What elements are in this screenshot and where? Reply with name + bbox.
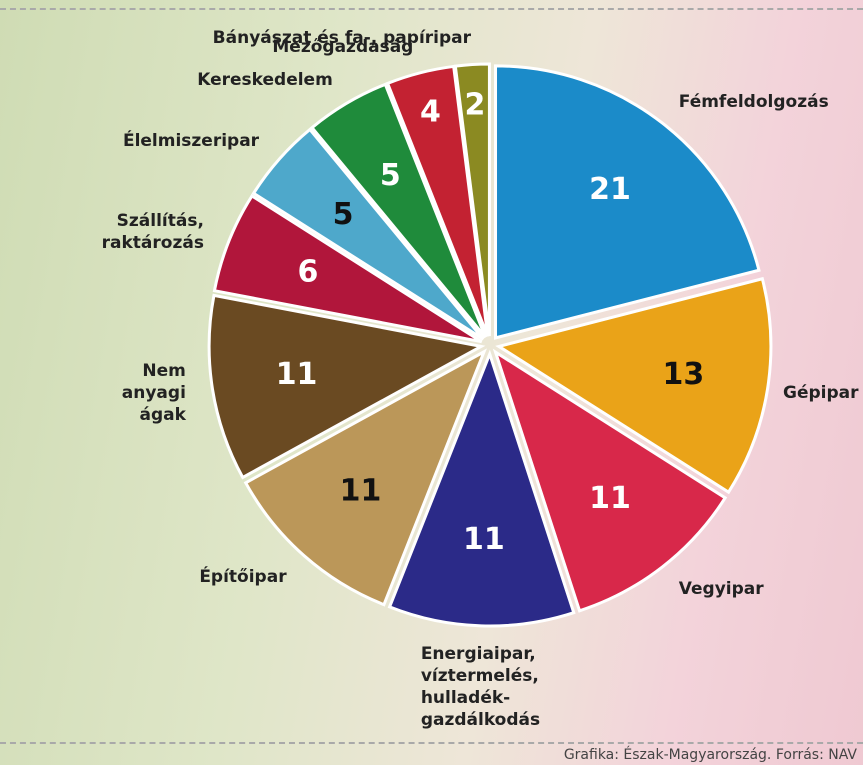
category-label: Élelmiszeripar <box>122 131 260 152</box>
value-label: 11 <box>340 473 382 508</box>
pie-slice <box>309 82 487 339</box>
category-label: Energiaipar, víztermelés, hulladék- gazd… <box>420 643 541 730</box>
pie-slice <box>251 127 485 341</box>
pie-slice <box>453 62 491 337</box>
value-label: 4 <box>420 95 441 130</box>
category-label: Építőipar <box>199 567 287 588</box>
pie-slice <box>495 276 773 495</box>
pie-slice <box>207 293 486 480</box>
pie-slice <box>492 348 728 613</box>
category-label: Szállítás, raktározás <box>101 210 204 253</box>
value-label: 5 <box>333 197 354 232</box>
category-label: Gépipar <box>783 383 859 404</box>
value-label: 11 <box>276 357 318 392</box>
pie-slice <box>494 64 761 340</box>
source-note: Grafika: Észak-Magyarország. Forrás: NAV <box>563 747 857 763</box>
category-label: Mezőgazdaság <box>272 36 414 57</box>
value-label: 11 <box>589 481 631 516</box>
divider <box>0 742 863 744</box>
category-label: Kereskedelem <box>197 69 333 90</box>
value-label: 21 <box>589 172 631 207</box>
category-label: Bányászat és fa-, papíripar <box>212 27 472 48</box>
category-label: Vegyipar <box>678 579 764 600</box>
value-label: 2 <box>465 88 486 123</box>
category-label: Nem anyagi ágak <box>121 361 186 426</box>
pie-slice <box>387 349 576 628</box>
value-label: 5 <box>380 158 401 193</box>
pie-slice <box>385 64 490 337</box>
category-label: Fémfeldolgozás <box>678 91 829 112</box>
value-label: 13 <box>663 357 705 392</box>
value-label: 11 <box>463 522 505 557</box>
value-label: 6 <box>297 254 318 289</box>
pie-slice <box>243 348 487 607</box>
divider <box>0 8 863 10</box>
pie-slice <box>212 193 483 344</box>
